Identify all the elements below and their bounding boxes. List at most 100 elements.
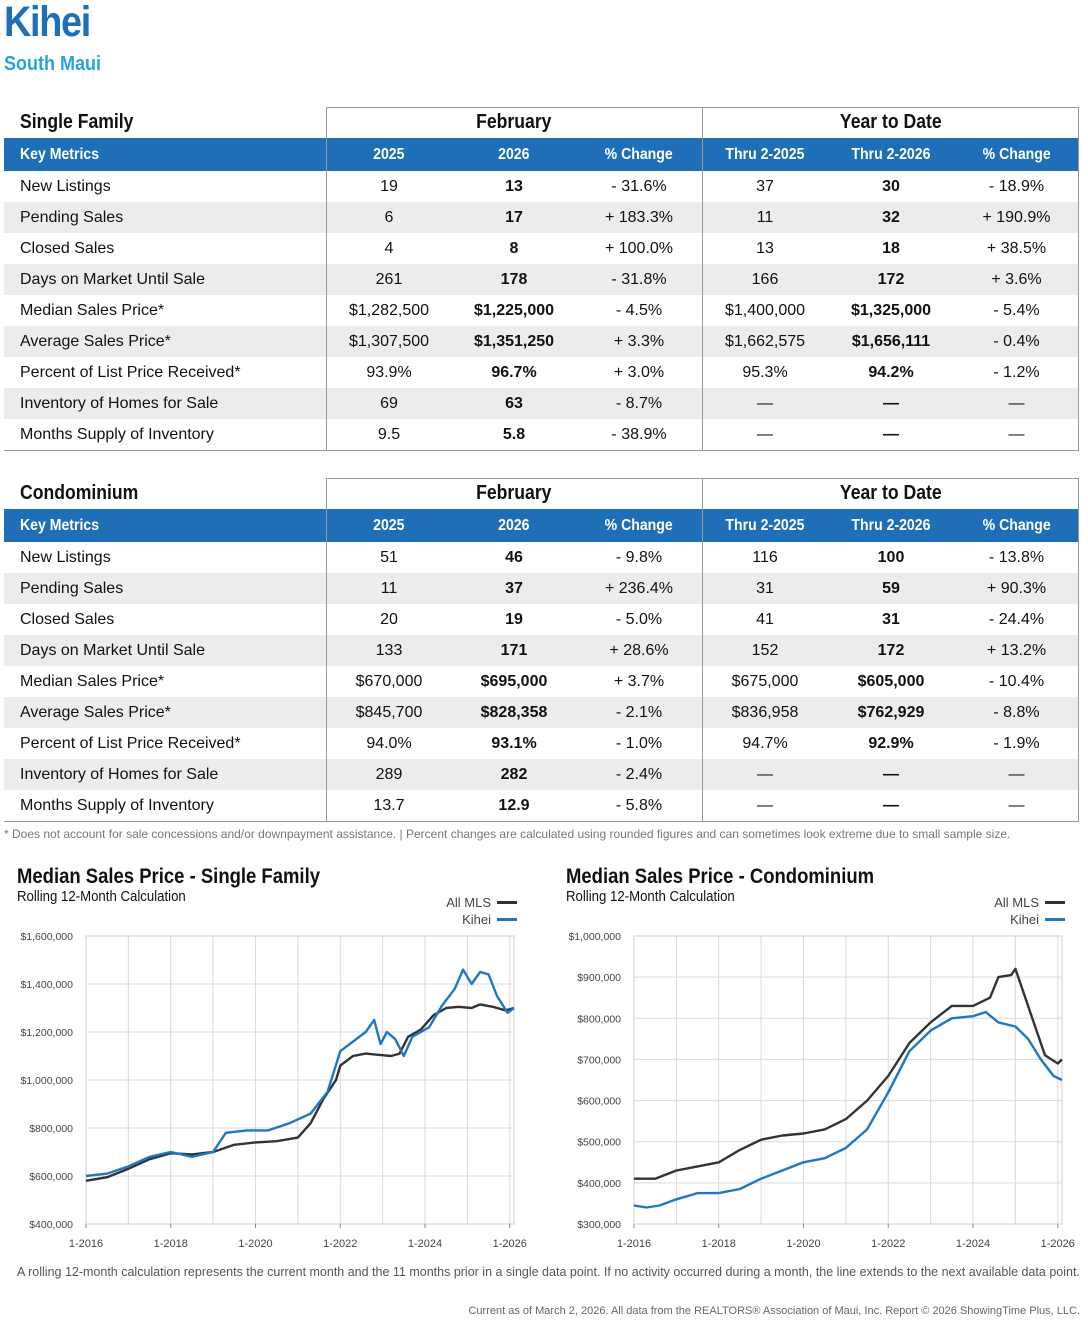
metric-value: $1,656,111 (851, 332, 931, 350)
divider (702, 478, 703, 822)
y-tick-label: $1,000,000 (20, 1075, 73, 1087)
metric-value: 51 (380, 548, 398, 566)
legend-item-all-mls: All MLS (380, 894, 517, 911)
column-header: 2026 (452, 138, 576, 171)
legend-item-all-mls: All MLS (928, 894, 1065, 911)
chart-title-single-family: Median Sales Price - Single Family (17, 865, 320, 888)
column-header-text: % Change (604, 145, 674, 163)
metric-label: Days on Market Until Sale (20, 641, 205, 659)
column-header: Thru 2-2025 (702, 509, 828, 542)
metric-value: 261 (375, 270, 403, 288)
metric-value: 19 (505, 610, 523, 628)
metric-value: 11 (380, 579, 398, 597)
metric-value: - 4.5% (615, 301, 663, 319)
section-label-text: Single Family (20, 111, 134, 133)
metric-value: 37 (505, 579, 523, 597)
metric-value: - 1.2% (993, 363, 1040, 381)
table-row: New Listings 19 13 - 31.6% 37 30 - 18.9% (4, 171, 1079, 202)
column-header: Key Metrics (4, 138, 326, 171)
column-header-text: Thru 2-2026 (851, 516, 931, 534)
section-label: Single Family (20, 107, 149, 138)
chart-condominium: $300,000 $400,000 $500,000 $600,000 $700,000… (568, 931, 1074, 1250)
metric-value: - 0.4% (993, 332, 1040, 350)
legend-label: Kihei (1010, 912, 1039, 927)
metric-value: + 90.3% (986, 579, 1047, 597)
metric-value: — (1008, 394, 1025, 412)
metric-value: 93.1% (491, 734, 537, 752)
metric-label: Median Sales Price* (20, 301, 165, 319)
page-subtitle: South Maui (4, 53, 101, 75)
y-tick-label: $1,400,000 (20, 979, 73, 991)
table-row: Percent of List Price Received* 94.0% 93.1… (4, 728, 1079, 759)
legend-swatch (1045, 918, 1065, 921)
metric-value: 30 (882, 177, 900, 195)
metric-value: $845,700 (355, 703, 423, 721)
metric-value: — (1008, 425, 1025, 443)
chart-title-condominium: Median Sales Price - Condominium (566, 865, 875, 888)
metric-value: - 31.6% (611, 177, 667, 195)
column-header-row: Key Metrics 2025 2026 % Change Thru 2-2025 Th… (4, 138, 1079, 171)
metric-value: 41 (756, 610, 774, 628)
legend-single-family: All MLS Kihei (380, 894, 517, 928)
group-header-ytd: Year to Date (702, 478, 1079, 509)
series-line-kihei (85, 968, 515, 1178)
table-footnote: * Does not account for sale concessions … (4, 827, 1011, 841)
divider (1078, 478, 1079, 822)
metric-value: $828,358 (480, 703, 548, 721)
divider (326, 107, 327, 451)
x-tick-label: 1-2020 (238, 1238, 272, 1250)
metric-value: 94.2% (868, 363, 914, 381)
metric-value: + 3.3% (613, 332, 665, 350)
metric-value: $836,958 (731, 703, 799, 721)
table-row: Inventory of Homes for Sale 69 63 - 8.7% — — — (4, 388, 1079, 419)
metric-value: — (757, 796, 773, 814)
metric-value: 13 (756, 239, 774, 257)
table-row: Closed Sales 20 19 - 5.0% 41 31 - 24.4% (4, 604, 1079, 635)
legend-item-kihei: Kihei (380, 911, 517, 928)
x-tick-label: 1-2026 (493, 1238, 527, 1250)
y-tick-label: $1,000,000 (568, 931, 621, 943)
metric-label: Percent of List Price Received* (20, 734, 241, 752)
table-row: Median Sales Price* $1,282,500 $1,225,000 -… (4, 295, 1079, 326)
metric-value: $1,307,500 (348, 332, 430, 350)
column-header-text: % Change (982, 145, 1051, 163)
x-tick-label: 1-2022 (871, 1238, 905, 1250)
column-header-text: Thru 2-2025 (725, 516, 805, 534)
metric-value: $1,225,000 (473, 301, 555, 319)
metric-value: 19 (380, 177, 398, 195)
chart-subtitle-condominium: Rolling 12-Month Calculation (566, 888, 735, 905)
column-header: 2025 (326, 509, 452, 542)
column-header-text: 2026 (498, 516, 530, 534)
metric-value: + 3.6% (991, 270, 1042, 288)
group-header-text: February (476, 111, 552, 133)
y-tick-label: $1,200,000 (20, 1027, 73, 1039)
y-tick-label: $500,000 (577, 1137, 621, 1149)
table-row: Months Supply of Inventory 9.5 5.8 - 38.9% —… (4, 419, 1079, 450)
y-tick-label: $600,000 (577, 1096, 621, 1108)
legend-label: All MLS (994, 895, 1039, 910)
metric-label: Inventory of Homes for Sale (20, 394, 219, 412)
metric-label: Months Supply of Inventory (20, 425, 214, 443)
legend-label: All MLS (446, 895, 491, 910)
plot-area (85, 935, 515, 1225)
metric-value: 96.7% (491, 363, 537, 381)
table-row: Pending Sales 11 37 + 236.4% 31 59 + 90.3% (4, 573, 1079, 604)
metric-value: - 24.4% (988, 610, 1045, 628)
metric-value: - 9.8% (615, 548, 663, 566)
y-tick-label: $600,000 (29, 1171, 73, 1183)
legend-swatch (1045, 901, 1065, 904)
series-line-all-mls (85, 1003, 515, 1182)
column-header-text: 2026 (498, 145, 530, 163)
metric-value: 12.9 (498, 796, 530, 814)
y-tick-label: $300,000 (577, 1219, 621, 1231)
metric-value: $670,000 (355, 672, 423, 690)
y-tick-label: $400,000 (29, 1219, 73, 1231)
group-header-text: February (476, 482, 552, 504)
rolling-note: A rolling 12-month calculation represent… (17, 1265, 1080, 1279)
metric-value: $695,000 (480, 672, 548, 690)
x-tick-label: 1-2022 (323, 1238, 357, 1250)
divider (326, 107, 1079, 108)
metric-value: 116 (752, 548, 778, 566)
column-header-text: Thru 2-2025 (725, 145, 805, 163)
metric-value: 152 (751, 641, 779, 659)
